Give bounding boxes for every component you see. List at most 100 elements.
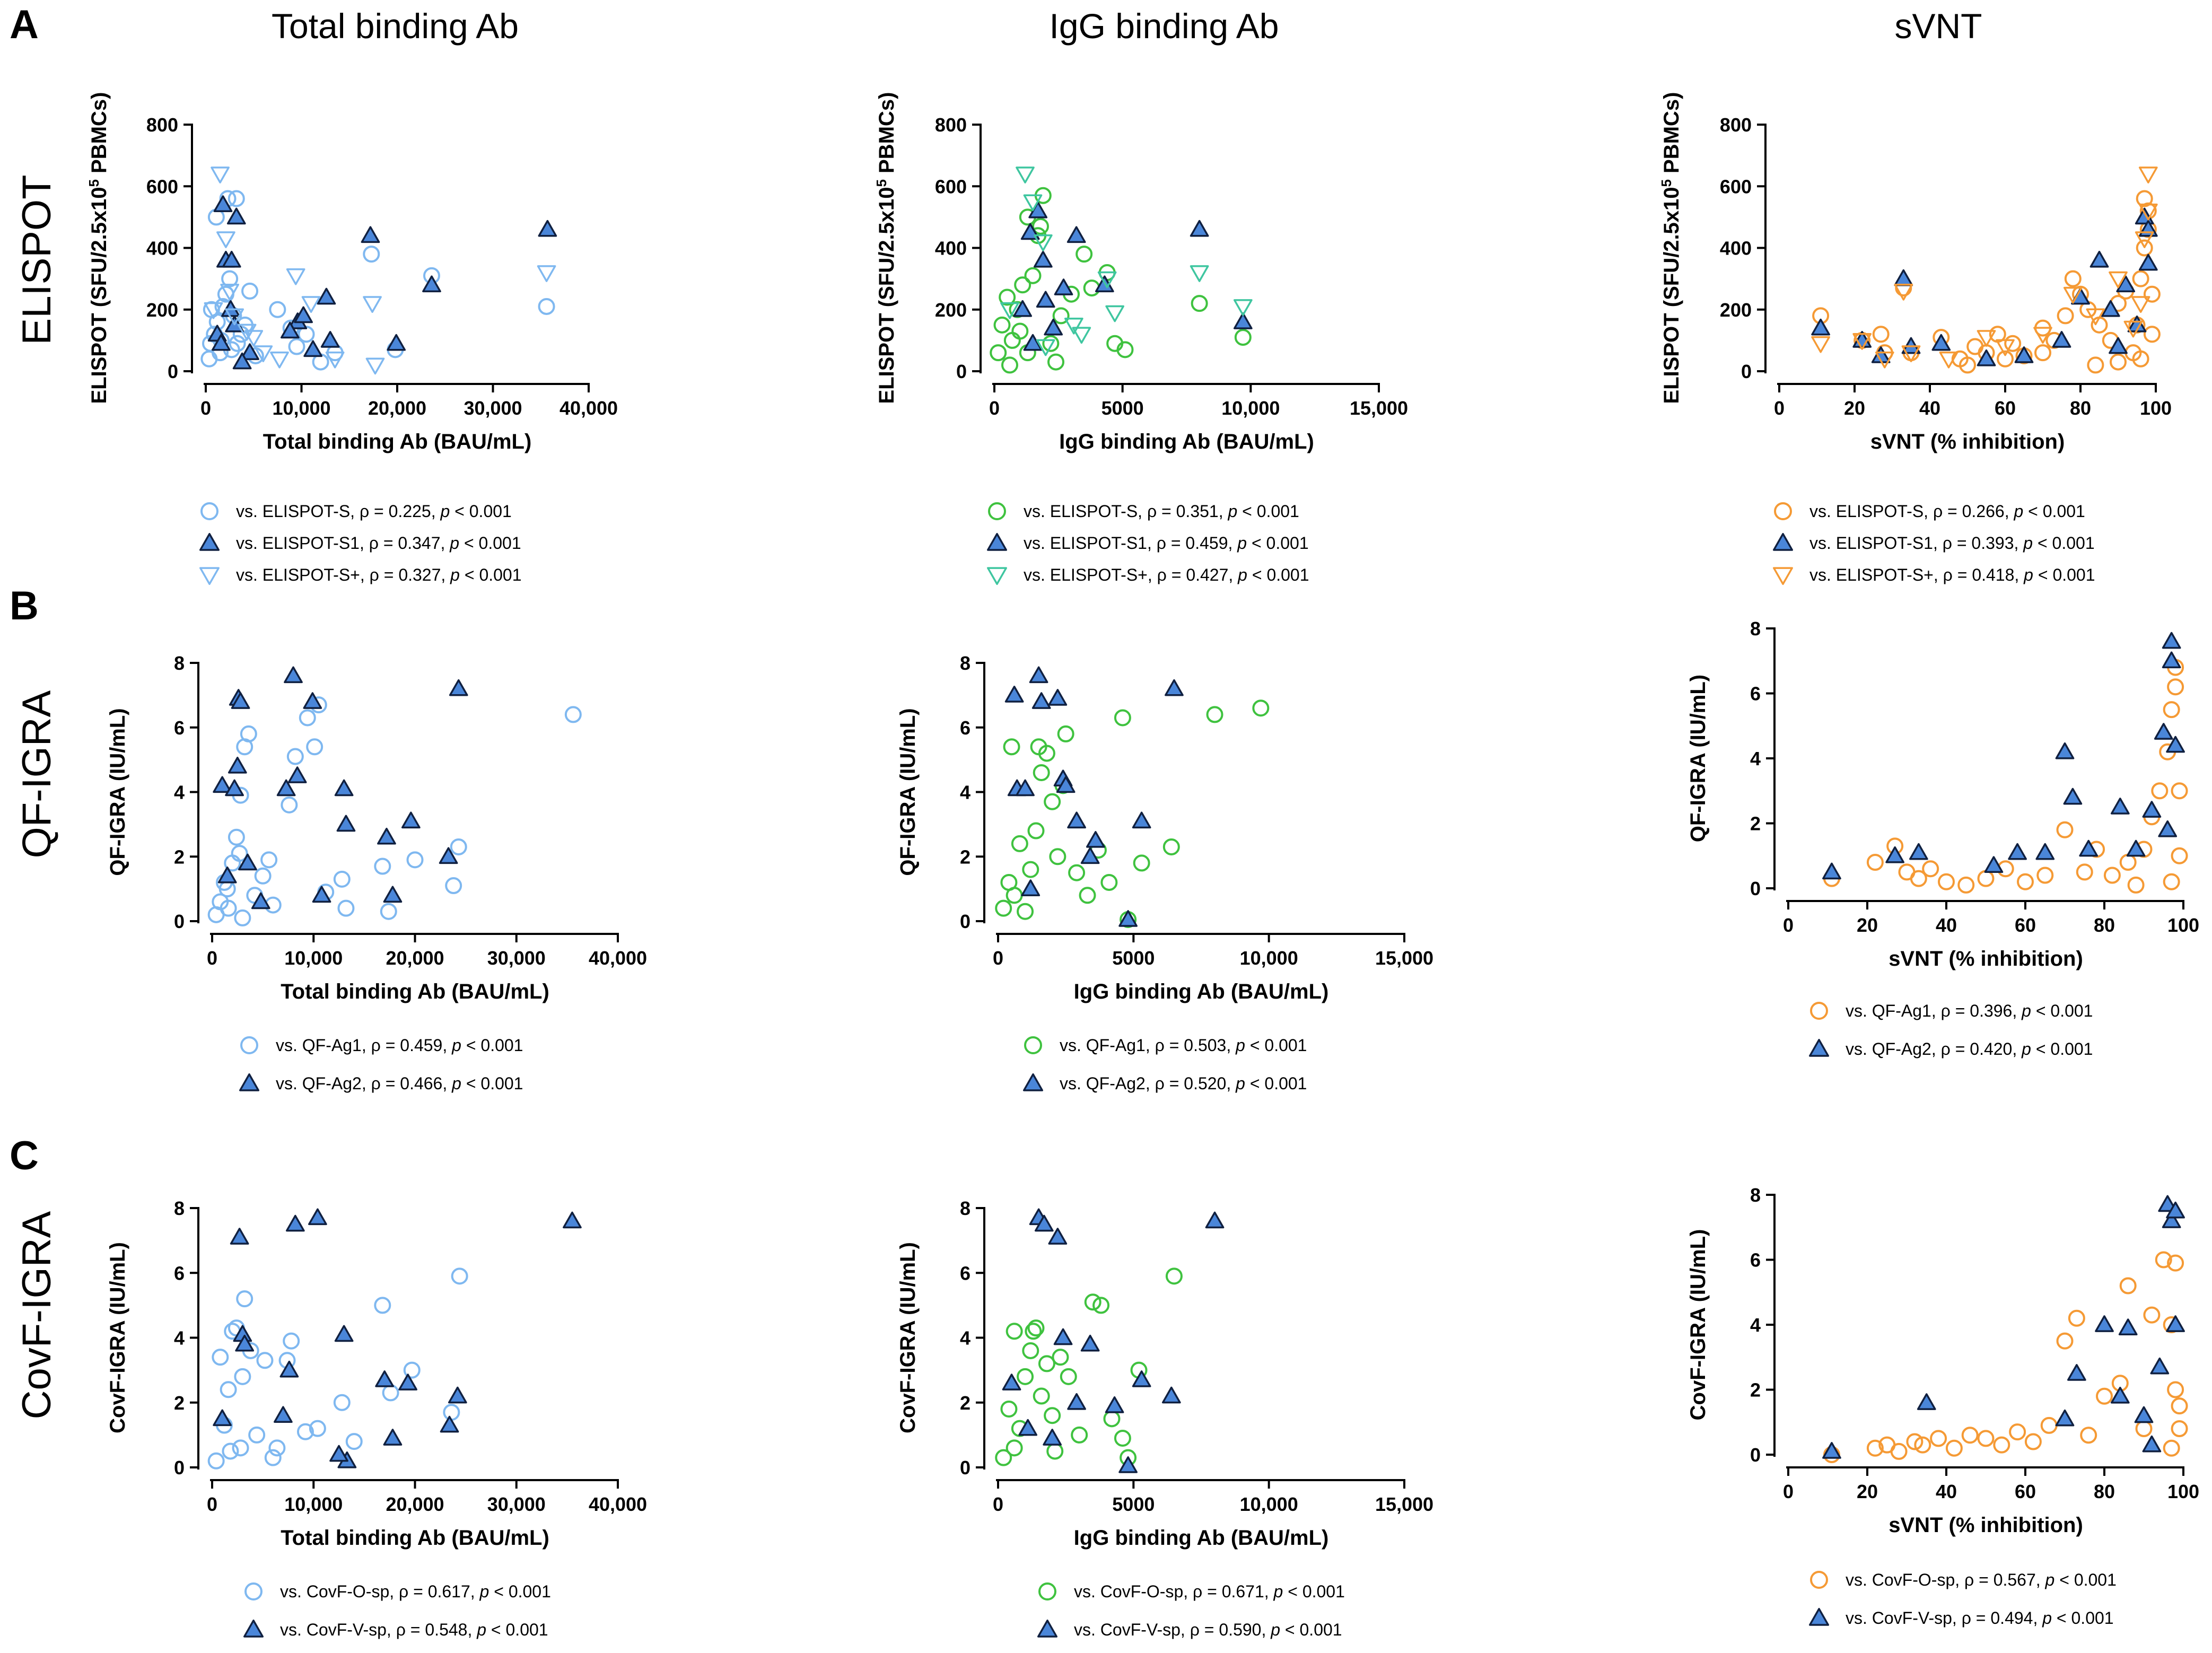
data-point — [1033, 1387, 1050, 1405]
data-point — [2136, 239, 2153, 257]
data-point — [1875, 351, 1894, 369]
data-point — [2095, 1315, 2114, 1332]
data-point — [2057, 307, 2074, 325]
data-point — [2089, 250, 2109, 268]
data-point — [538, 298, 555, 315]
legend-sep — [1231, 1074, 1236, 1093]
data-point — [1906, 1433, 1924, 1450]
row-label-covf-igra: CovF-IGRA — [14, 1211, 59, 1419]
y-tick-label: 2 — [174, 846, 185, 868]
y-tick-label: 4 — [174, 1327, 185, 1349]
data-point — [2142, 801, 2162, 818]
y-axis-label-part: QF-IGRA (IU/mL) — [1686, 675, 1710, 842]
data-point — [1132, 811, 1151, 829]
y-tick-label: 400 — [146, 238, 178, 259]
data-point — [2171, 782, 2188, 800]
data-point — [309, 1420, 326, 1437]
data-point — [2055, 742, 2075, 759]
data-point — [2116, 275, 2136, 293]
x-tick-label: 0 — [1783, 914, 1794, 936]
data-point — [2136, 190, 2153, 207]
data-point — [1977, 330, 1996, 347]
series-triangle — [1822, 1195, 2185, 1459]
x-tick-label: 40,000 — [589, 947, 647, 969]
data-point — [2167, 1254, 2184, 1272]
legend-entry: vs. QF-Ag2, ρ = 0.420, p < 0.001 — [1846, 1039, 2093, 1059]
y-tick-label: 600 — [146, 176, 178, 197]
y-tick-label: 400 — [935, 238, 967, 259]
data-point — [2110, 1386, 2130, 1404]
legend-marker-circle — [1774, 502, 1792, 520]
scatter-panel-b2: 0 2 4 6 8 0 5000 10,000 15,000 IgG binding Ab (BA… — [896, 652, 1433, 1093]
data-point — [225, 779, 244, 797]
data-point — [1100, 873, 1118, 891]
data-point — [2135, 1420, 2153, 1437]
data-point — [1080, 1334, 1100, 1352]
legend-entry: vs. ELISPOT-S+, ρ = 0.418, p < 0.001 — [1809, 565, 2095, 584]
legend-p-value: < 0.001 — [1252, 565, 1309, 584]
legend-series-name: vs. QF-Ag2 — [1846, 1039, 1931, 1059]
data-point — [2063, 788, 2083, 805]
legend-p-label: p — [450, 565, 460, 584]
x-tick-label: 0 — [207, 947, 217, 969]
data-point — [253, 345, 273, 362]
data-point — [1114, 1429, 1131, 1447]
data-point — [2017, 873, 2034, 890]
y-axis-label: CovF-IGRA (IU/mL) — [106, 1242, 129, 1433]
legend-stats: ρ = 0.225, — [360, 502, 436, 521]
data-point — [225, 308, 244, 326]
data-point — [2056, 1332, 2074, 1350]
data-point — [1022, 861, 1039, 878]
y-axis-label-part: 5 — [86, 179, 102, 187]
data-point — [1190, 220, 1209, 237]
data-point — [1000, 1400, 1018, 1418]
y-tick-label: 0 — [174, 1457, 185, 1479]
series-triangle-down — [1000, 167, 1253, 356]
data-point — [2151, 782, 2169, 800]
x-tick-label: 0 — [200, 397, 211, 419]
legend-sep — [2017, 1039, 2022, 1059]
data-point — [212, 1349, 229, 1366]
data-point — [1165, 1267, 1183, 1285]
data-point — [1042, 335, 1060, 352]
legend-sep: , — [1931, 1039, 1941, 1059]
legend-series-name: vs. ELISPOT-S — [1024, 502, 1138, 521]
data-point — [240, 343, 259, 360]
data-point — [2110, 353, 2127, 371]
legend-sep — [1247, 533, 1252, 553]
data-point — [1036, 339, 1055, 356]
legend-stats: ρ = 0.590, — [1190, 1620, 1266, 1639]
legend-p-value: < 0.001 — [2038, 533, 2095, 553]
legend-marker-circle — [244, 1582, 263, 1600]
y-tick-label: 4 — [1750, 748, 1761, 769]
data-point — [1922, 860, 1939, 878]
legend-sep — [489, 1582, 494, 1601]
data-point — [537, 265, 556, 282]
data-point — [241, 282, 259, 300]
legend-p-label: p — [2023, 533, 2033, 553]
data-point — [398, 1374, 417, 1390]
data-point — [333, 870, 351, 888]
data-point — [2154, 723, 2173, 740]
legend-p-label: p — [449, 533, 459, 553]
legend-stats: ρ = 0.466, — [371, 1074, 448, 1093]
legend-sep — [460, 565, 465, 584]
x-axis-label: IgG binding Ab (BAU/mL) — [1074, 1526, 1329, 1550]
legend-sep — [1269, 1582, 1274, 1601]
legend-series-name: vs. ELISPOT-S — [1809, 502, 1924, 521]
legend-entry: vs. ELISPOT-S, ρ = 0.225, p < 0.001 — [236, 502, 512, 521]
data-point — [2056, 821, 2074, 838]
data-point — [274, 1406, 293, 1423]
legend-p-label: p — [2023, 565, 2033, 584]
data-point — [325, 351, 345, 369]
data-point — [260, 851, 278, 869]
data-point — [1064, 317, 1083, 335]
data-point — [1017, 1368, 1034, 1385]
scatter-panel-a1: 0 200 400 600 800 0 10,000 20,000 30,000 40,000 To… — [86, 92, 618, 585]
legend-sep — [472, 1620, 477, 1639]
legend-stats: ρ = 0.494, — [1962, 1608, 2038, 1628]
series-circle — [207, 1267, 468, 1470]
legend-entry: vs. ELISPOT-S, ρ = 0.351, p < 0.001 — [1024, 502, 1299, 521]
legend-marker-circle — [1038, 1582, 1056, 1600]
